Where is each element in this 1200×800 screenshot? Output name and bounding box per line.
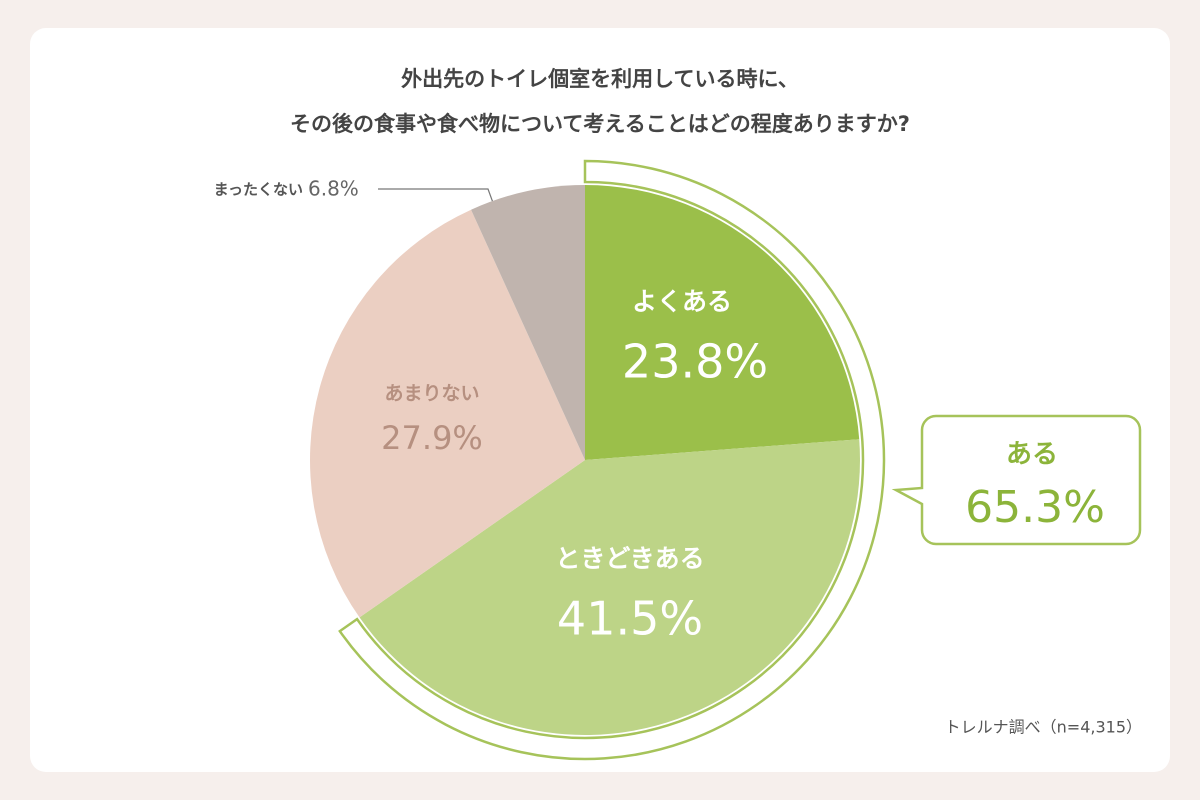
slice-label: あまりない: [384, 383, 479, 405]
source: トレルナ調べ（n=4,315）: [945, 718, 1142, 737]
pie-slice: [585, 185, 860, 460]
chart-title: その後の食事や食べ物について考えることはどの程度ありますか?: [290, 112, 910, 136]
callout-value: 65.3%: [965, 482, 1105, 533]
slice-label: まったくない: [214, 181, 303, 199]
value-label: 41.5%: [557, 592, 703, 646]
pie-slice: [310, 209, 585, 618]
callout-box: [891, 414, 1142, 546]
slice-label: ときどきある: [555, 544, 704, 573]
pie-slice: [471, 185, 585, 460]
value-label: 6.8%: [308, 177, 359, 201]
value-label: 27.9%: [381, 419, 483, 457]
pie-slice: [359, 439, 860, 735]
highlight-arc: [338, 159, 886, 761]
callout-label: ある: [1006, 440, 1058, 470]
slice-label: よくある: [632, 287, 732, 316]
value-label: 23.8%: [622, 335, 768, 389]
chart-title: 外出先のトイレ個室を利用している時に、: [401, 67, 799, 91]
